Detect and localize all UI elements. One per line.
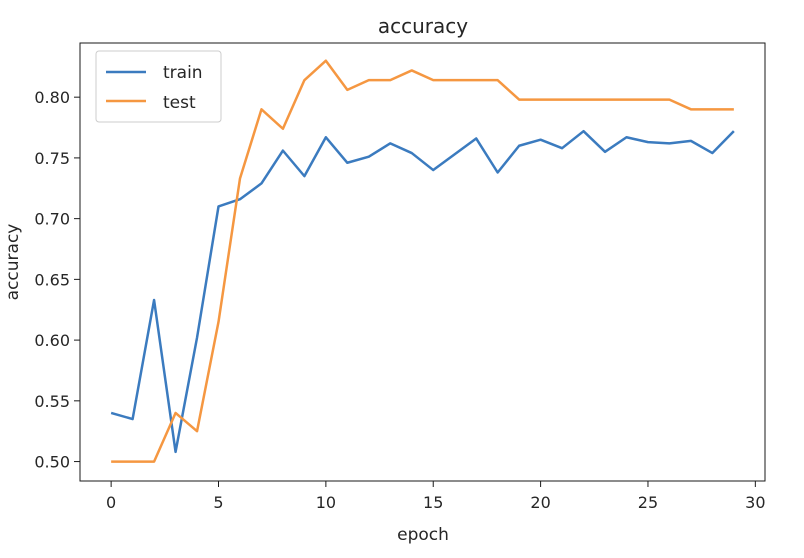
series-group	[110, 59, 735, 463]
x-tick-label: 5	[213, 493, 223, 512]
legend-train-label: train	[163, 63, 203, 83]
y-axis: 0.50 0.55 0.60 0.65 0.70 0.75 0.80	[34, 88, 80, 472]
legend: train test	[95, 50, 222, 123]
x-tick-label: 30	[745, 493, 765, 512]
legend-test-label: test	[163, 93, 196, 113]
series-line-test	[111, 59, 734, 463]
y-tick-label: 0.80	[34, 88, 70, 107]
plot-frame	[79, 42, 766, 482]
chart-title: accuracy	[378, 14, 468, 38]
x-tick-label: 20	[530, 493, 550, 512]
y-tick-label: 0.65	[34, 270, 70, 289]
x-tick-label: 10	[316, 493, 336, 512]
y-tick-label: 0.50	[34, 453, 70, 472]
x-tick-label: 15	[423, 493, 443, 512]
y-tick-label: 0.55	[34, 392, 70, 411]
y-tick-label: 0.75	[34, 149, 70, 168]
plot-area	[79, 42, 766, 482]
x-axis: 0 5 10 15 20 25 30	[106, 481, 766, 512]
legend-frame	[95, 50, 222, 123]
x-axis-label: epoch	[397, 525, 449, 545]
y-tick-label: 0.60	[34, 331, 70, 350]
x-tick-label: 0	[106, 493, 116, 512]
x-tick-label: 25	[638, 493, 658, 512]
y-tick-label: 0.70	[34, 210, 70, 229]
series-line-train	[110, 129, 735, 454]
y-axis-label: accuracy	[3, 224, 23, 301]
